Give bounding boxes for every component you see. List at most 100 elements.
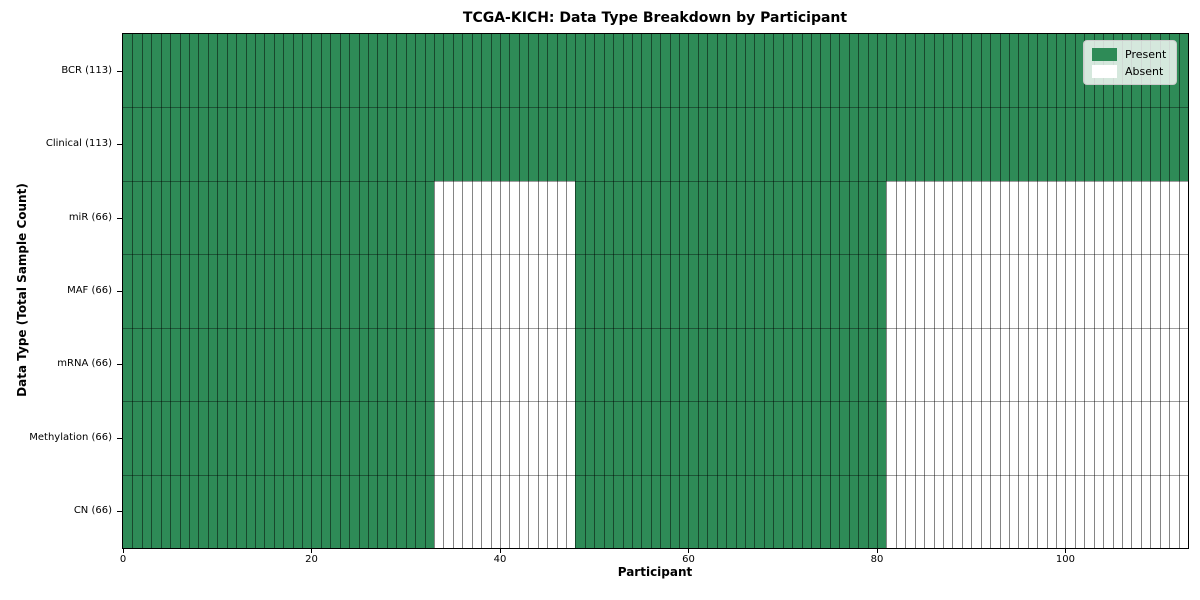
x-tick-label: 60 [682,554,695,565]
grid-vline [792,34,794,548]
grid-vline [499,34,501,548]
grid-vline [584,34,586,548]
x-tick-mark [688,549,689,553]
heatmap-row-mrna [123,327,1188,402]
legend-label-present: Present [1125,48,1167,61]
grid-vline [151,34,153,548]
grid-vline [386,34,388,548]
present-segment [123,401,435,475]
heatmap-grid [123,34,1188,548]
grid-vline [820,34,822,548]
grid-vline [245,34,247,548]
row-divider [123,107,1188,109]
grid-vline [942,34,944,548]
grid-vline [490,34,492,548]
x-tick-label: 100 [1055,554,1076,565]
grid-vline [1046,34,1048,548]
x-tick-mark [500,549,501,553]
grid-vline [292,34,294,548]
y-tick-label: Methylation (66) [29,431,112,443]
grid-vline [1150,34,1152,548]
grid-vline [471,34,473,548]
grid-vline [1103,34,1105,548]
legend-item-absent: Absent [1092,64,1168,79]
grid-vline [1027,34,1029,548]
grid-vline [273,34,275,548]
grid-vline [735,34,737,548]
grid-vline [358,34,360,548]
x-tick-mark [1065,549,1066,553]
grid-vline [1178,34,1180,548]
grid-vline [1065,34,1067,548]
grid-vline [679,34,681,548]
grid-vline [622,34,624,548]
grid-vline [452,34,454,548]
grid-vline [924,34,926,548]
x-tick-label: 40 [493,554,507,565]
grid-vline [839,34,841,548]
grid-vline [1093,34,1095,548]
grid-vline [575,34,577,548]
grid-vline [368,34,370,548]
grid-vline [481,34,483,548]
grid-vline [999,34,1001,548]
present-segment [575,327,887,402]
grid-vline [961,34,963,548]
y-tick-label: CN (66) [73,505,112,517]
y-tick-label: mRNA (66) [57,358,112,370]
grid-vline [669,34,671,548]
grid-vline [594,34,596,548]
y-tick-label: Clinical (113) [45,138,112,150]
grid-vline [660,34,662,548]
grid-vline [1131,34,1133,548]
grid-vline [848,34,850,548]
grid-vline [933,34,935,548]
grid-vline [613,34,615,548]
legend-label-absent: Absent [1125,65,1164,78]
y-tick-mark [117,218,122,219]
y-tick-mark [117,438,122,439]
heatmap-row-methylation [123,401,1188,475]
heatmap-row-clinical [123,107,1188,181]
grid-vline [377,34,379,548]
row-divider [123,401,1188,403]
y-tick-label: miR (66) [68,211,112,223]
grid-vline [1037,34,1039,548]
chart-title: TCGA-KICH: Data Type Breakdown by Partic… [462,10,848,26]
grid-vline [726,34,728,548]
grid-vline [565,34,567,548]
grid-vline [320,34,322,548]
grid-vline [707,34,709,548]
grid-vline [1169,34,1171,548]
grid-vline [556,34,558,548]
grid-vline [801,34,803,548]
grid-vline [170,34,172,548]
grid-vline [641,34,643,548]
grid-vline [236,34,238,548]
grid-vline [462,34,464,548]
grid-vline [217,34,219,548]
grid-vline [396,34,398,548]
x-tick-label: 20 [305,554,318,565]
grid-vline [160,34,162,548]
grid-vline [811,34,812,548]
x-tick-mark [877,549,878,553]
present-segment [575,474,887,548]
grid-vline [264,34,266,548]
present-segment [123,180,435,255]
grid-vline [349,34,351,548]
grid-vline [283,34,285,548]
present-segment [123,474,435,548]
grid-vline [688,34,690,548]
legend: Present Absent [1083,40,1177,85]
y-tick-mark [117,71,122,72]
grid-vline [311,34,313,548]
legend-swatch-present [1092,48,1117,61]
grid-vline [773,34,775,548]
grid-vline [914,34,916,548]
x-tick-label: 0 [119,554,127,565]
legend-item-present: Present [1092,47,1168,62]
grid-vline [330,34,332,548]
grid-vline [1056,34,1058,548]
